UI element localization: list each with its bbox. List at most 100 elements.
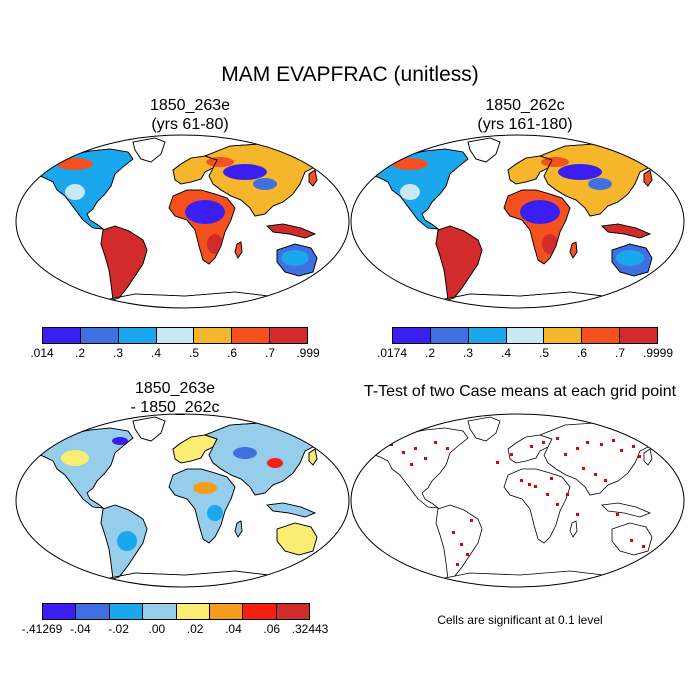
panel-4-significant-cell bbox=[632, 445, 635, 448]
panel-1-tick-label: .999 bbox=[296, 346, 320, 360]
panel-1-tick-label: .4 bbox=[150, 346, 162, 360]
panel-4-significant-cell bbox=[616, 513, 619, 516]
panel-4-significant-cell bbox=[566, 493, 569, 496]
panel-2-tick-label: .2 bbox=[424, 346, 436, 360]
panel-3-field-patch bbox=[112, 437, 128, 445]
panel-1-map-border bbox=[15, 134, 350, 309]
panel-3-title-line1: 1850_263e bbox=[134, 380, 216, 397]
panel-4-madagascar bbox=[569, 520, 578, 538]
panel-2-field-patch bbox=[400, 184, 420, 200]
panel-3-africa bbox=[168, 468, 236, 544]
panel-2-north-america-outline bbox=[361, 148, 469, 230]
panel-1-title-line2: (yrs 61-80) bbox=[151, 116, 229, 133]
panel-4-africa bbox=[503, 468, 571, 544]
panel-1-field-patch bbox=[207, 234, 223, 254]
panel-3-tick-label: -.41269 bbox=[21, 622, 63, 636]
panel-3-europe-outline bbox=[172, 434, 218, 464]
panel-1-title: 1850_263e (yrs 61-80) bbox=[30, 96, 350, 134]
panel-3-field-patch bbox=[207, 505, 223, 521]
panel-3-tick-label: .04 bbox=[225, 622, 242, 636]
panel-1-tick-label: .2 bbox=[74, 346, 86, 360]
panel-4-significant-cell bbox=[434, 441, 437, 444]
panel-2-indonesia-outline bbox=[601, 223, 652, 239]
panel-1-indonesia-outline bbox=[266, 223, 317, 239]
panel-1-field-patch bbox=[266, 158, 294, 170]
panel-1-map bbox=[15, 134, 350, 309]
panel-1-colorbar-box-5 bbox=[194, 328, 233, 343]
panel-4-significant-cell bbox=[424, 457, 427, 460]
panel-4-significant-cell bbox=[642, 545, 645, 548]
panel-1-colorbar-box-4 bbox=[156, 328, 195, 343]
panel-1-field-patch bbox=[185, 200, 225, 224]
panel-2-tick-label: .0174 bbox=[376, 346, 408, 360]
panel-1-greenland bbox=[132, 137, 166, 163]
panel-2-colorbar-box-3 bbox=[468, 328, 507, 343]
panel-3-tick-label: -.04 bbox=[69, 622, 91, 636]
panel-1-field-patch bbox=[223, 164, 267, 180]
panel-2-title-line2: (yrs 161-180) bbox=[477, 116, 573, 133]
panel-4-significant-cell bbox=[556, 503, 559, 506]
panel-2-colorbar-box-2 bbox=[430, 328, 469, 343]
panel-3-africa-outline bbox=[168, 468, 236, 544]
panel-1-field-patch bbox=[111, 241, 139, 277]
panel-1-tick-label: .6 bbox=[226, 346, 238, 360]
panel-2-colorbar-box-4 bbox=[506, 328, 545, 343]
panel-3-colorbar-box-8 bbox=[276, 604, 309, 619]
panel-4-europe bbox=[507, 434, 553, 464]
panel-4-significant-cell bbox=[612, 439, 615, 442]
panel-1-field-patch bbox=[65, 184, 85, 200]
panel-3-tick-label: .32443 bbox=[291, 622, 329, 636]
panel-1-south-america-outline bbox=[100, 225, 148, 301]
panel-4-indonesia bbox=[601, 502, 652, 518]
panel-1-australia-outline bbox=[276, 243, 318, 277]
panel-2-title: 1850_262c (yrs 161-180) bbox=[365, 96, 685, 134]
panel-4-significant-cell bbox=[550, 477, 553, 480]
panel-2-tick-label: .5 bbox=[538, 346, 550, 360]
panel-4-significant-cell bbox=[630, 539, 633, 542]
panel-2-madagascar-outline bbox=[569, 241, 578, 259]
panel-2-colorbar-box-1 bbox=[393, 328, 431, 343]
panel-3-colorbar-box-1 bbox=[43, 604, 77, 619]
panel-1-title-line1: 1850_263e bbox=[149, 97, 231, 114]
panel-2-europe-outline bbox=[507, 155, 553, 185]
panel-4-significant-cell bbox=[586, 441, 589, 444]
panel-2-japan-outline bbox=[643, 169, 653, 187]
panel-1-tick-label: .5 bbox=[188, 346, 200, 360]
panel-3-colorbar-labels: -.41269 -.04 -.02 .00 .02 .04 .06 .32443 bbox=[22, 622, 329, 638]
panel-3-greenland-outline bbox=[132, 416, 166, 442]
panel-1-colorbar bbox=[42, 327, 308, 344]
panel-2-tick-label: .6 bbox=[576, 346, 588, 360]
panel-4-significant-cell bbox=[446, 447, 449, 450]
panel-3-colorbar-box-3 bbox=[109, 604, 144, 619]
panel-3-field-patch bbox=[61, 450, 89, 466]
panel-1-field-patch bbox=[281, 250, 309, 266]
panel-4-map bbox=[350, 413, 685, 588]
panel-2-map bbox=[350, 134, 685, 309]
panel-1-colorbar-box-2 bbox=[80, 328, 119, 343]
panel-1-greenland-outline bbox=[132, 137, 166, 163]
panel-3-colorbar-box-7 bbox=[243, 604, 277, 619]
panel-1-colorbar-box-6 bbox=[232, 328, 271, 343]
panel-4-north-america bbox=[361, 427, 469, 509]
panel-4-japan bbox=[643, 448, 653, 466]
panel-3-title-line2: - 1850_262c bbox=[130, 399, 220, 416]
panel-1-madagascar-outline bbox=[234, 241, 243, 259]
panel-3-colorbar-box-5 bbox=[176, 604, 210, 619]
panel-4-significant-cell bbox=[546, 493, 549, 496]
panel-4-significant-cell bbox=[460, 543, 463, 546]
panel-2-colorbar-box-6 bbox=[582, 328, 621, 343]
panel-1-colorbar-box-1 bbox=[43, 328, 81, 343]
figure-title: MAM EVAPFRAC (unitless) bbox=[221, 63, 479, 86]
panel-3-map bbox=[15, 413, 350, 588]
panel-2-colorbar-box-5 bbox=[544, 328, 583, 343]
panel-3-colorbar-box-6 bbox=[209, 604, 244, 619]
panel-4-significant-cell bbox=[582, 467, 585, 470]
panel-3-colorbar bbox=[42, 603, 310, 620]
panel-1-field-patch bbox=[57, 158, 93, 170]
panel-3-tick-label: .02 bbox=[186, 622, 204, 636]
panel-4-title: T-Test of two Case means at each grid po… bbox=[350, 382, 690, 401]
panel-2-colorbar bbox=[392, 327, 658, 344]
panel-4-significant-cell bbox=[600, 443, 603, 446]
panel-1-africa-outline bbox=[168, 189, 236, 265]
panel-2-title-line1: 1850_262c bbox=[485, 97, 565, 114]
